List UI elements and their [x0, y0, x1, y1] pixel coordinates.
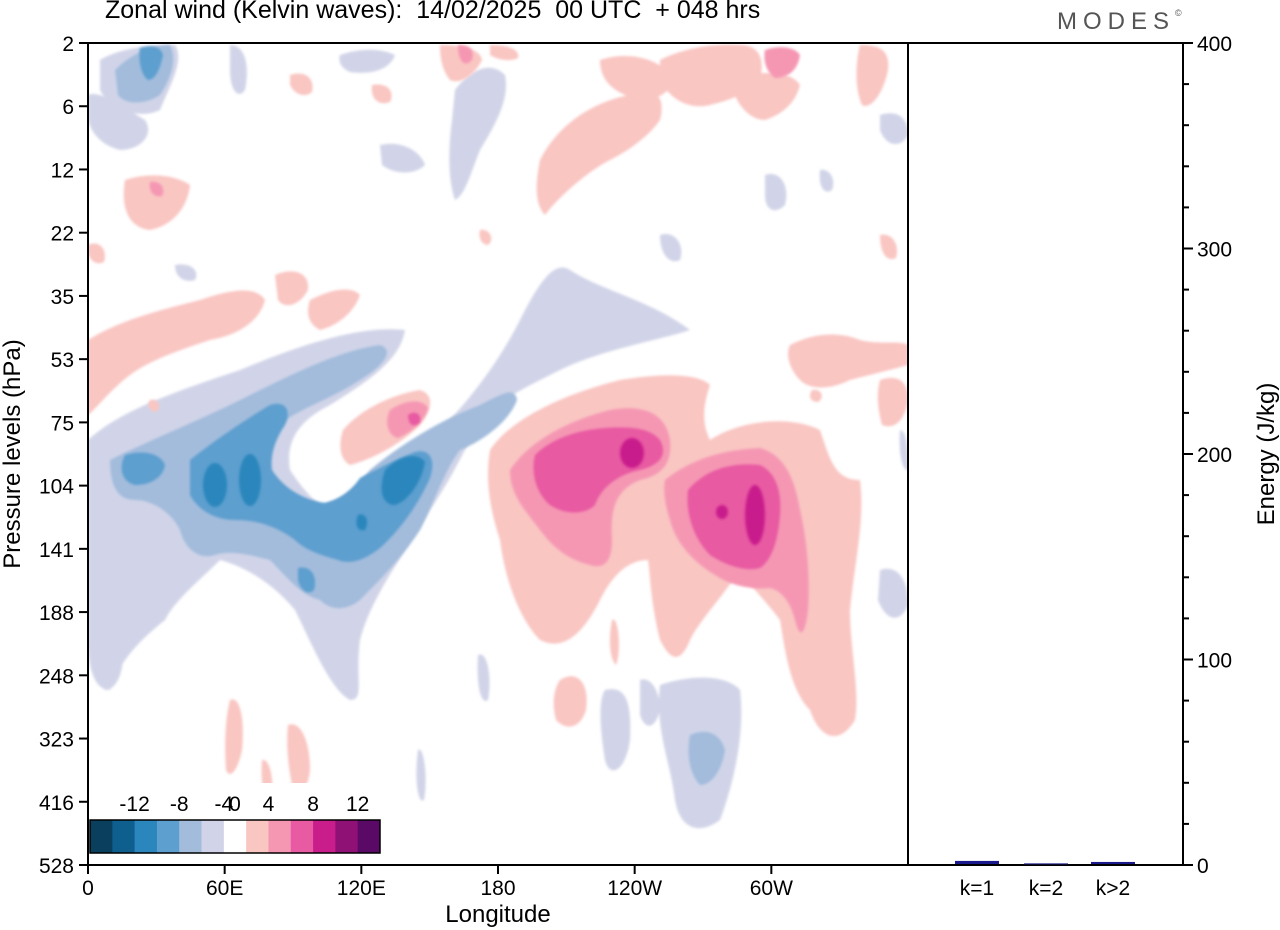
- x-tick-label: 180: [480, 877, 515, 900]
- contour-neg-8: [121, 46, 433, 593]
- energy-bar: [1024, 863, 1068, 865]
- energy-category-label: k=2: [1029, 877, 1063, 900]
- colorbar-label: -12: [119, 793, 149, 816]
- contour-neg-10: [203, 454, 425, 531]
- colorbar-swatch: [357, 820, 381, 853]
- colorbar-swatch: [134, 820, 158, 853]
- x-tick-label: 0: [82, 877, 94, 900]
- colorbar-swatch: [90, 820, 113, 853]
- energy-panel-frame: [907, 42, 1184, 866]
- brand-text: MODES: [1057, 8, 1176, 35]
- contour-pos-10: [620, 438, 765, 545]
- energy-axis: 0 100 200 300 400: [1183, 33, 1232, 878]
- colorbar-swatch: [290, 820, 314, 853]
- colorbar-swatch: [201, 820, 225, 853]
- brand-mark: ©: [1175, 8, 1182, 18]
- colorbar-frame: [89, 819, 381, 854]
- x-tick-label: 60W: [750, 877, 793, 900]
- y-tick-label: 188: [39, 602, 74, 625]
- y-tick-label: 75: [51, 412, 74, 435]
- colorbar-label: 0: [229, 793, 241, 816]
- y-tick-label: 35: [51, 286, 74, 309]
- colorbar-label: 4: [263, 793, 275, 816]
- energy-category-label: k>2: [1096, 877, 1130, 900]
- colorbar-swatch: [112, 820, 136, 853]
- y-tick-label: 248: [39, 665, 74, 688]
- y-tick-label: 323: [39, 729, 74, 752]
- energy-bar: [955, 860, 999, 864]
- y-tick-label: 2: [62, 33, 74, 56]
- y-tick-label: 53: [51, 349, 74, 372]
- y-tick-label: 416: [39, 792, 74, 815]
- y-tick-label: 22: [51, 223, 74, 246]
- energy-tick-label: 0: [1197, 855, 1209, 878]
- colorbar-swatch: [313, 820, 336, 853]
- y-tick-label: 6: [62, 96, 74, 119]
- energy-axis-label: Energy (J/kg): [1253, 383, 1280, 526]
- x-tick-label: 120E: [337, 877, 386, 900]
- x-tick-label: 120W: [607, 877, 662, 900]
- energy-tick-label: 200: [1197, 444, 1232, 467]
- brand-logo: MODES©: [1057, 8, 1182, 36]
- colorbar-swatch: [268, 820, 292, 853]
- pressure-axis: 2 6 12 22 35 53 75 104 141 188 248 323 416 528: [39, 33, 88, 878]
- y-axis-label: Pressure levels (hPa): [0, 339, 26, 568]
- colorbar-swatch: [156, 820, 180, 853]
- chart-title: Zonal wind (Kelvin waves): 14/02/2025 00…: [105, 0, 761, 24]
- colorbar-swatch: [246, 820, 269, 853]
- y-tick-label: 12: [51, 159, 74, 182]
- colorbar-label: -4: [215, 793, 234, 816]
- y-tick-label: 141: [39, 539, 74, 562]
- heatmap-field: -12 -8 -40 4 8 12: [88, 43, 908, 865]
- energy-tick-label: 300: [1197, 239, 1232, 262]
- longitude-axis: 0 60E 120E 180 120W 60W: [82, 865, 793, 900]
- energy-tick-label: 100: [1197, 650, 1232, 673]
- colorbar-label: 8: [307, 793, 319, 816]
- energy-category-label: k=1: [960, 877, 994, 900]
- colorbar-swatch: [335, 820, 359, 853]
- energy-bar: [1091, 861, 1135, 864]
- colorbar: -12 -8 -40 4 8 12: [88, 783, 384, 858]
- colorbar-label: 12: [346, 793, 369, 816]
- energy-bars: k=1 k=2 k>2: [955, 860, 1135, 900]
- x-tick-label: 60E: [206, 877, 243, 900]
- y-tick-label: 528: [39, 855, 74, 878]
- colorbar-label: -8: [170, 793, 189, 816]
- x-axis-label: Longitude: [445, 901, 550, 928]
- colorbar-swatch: [223, 820, 247, 853]
- y-tick-label: 104: [39, 476, 74, 499]
- energy-tick-label: 400: [1197, 33, 1232, 56]
- colorbar-swatch: [179, 820, 203, 853]
